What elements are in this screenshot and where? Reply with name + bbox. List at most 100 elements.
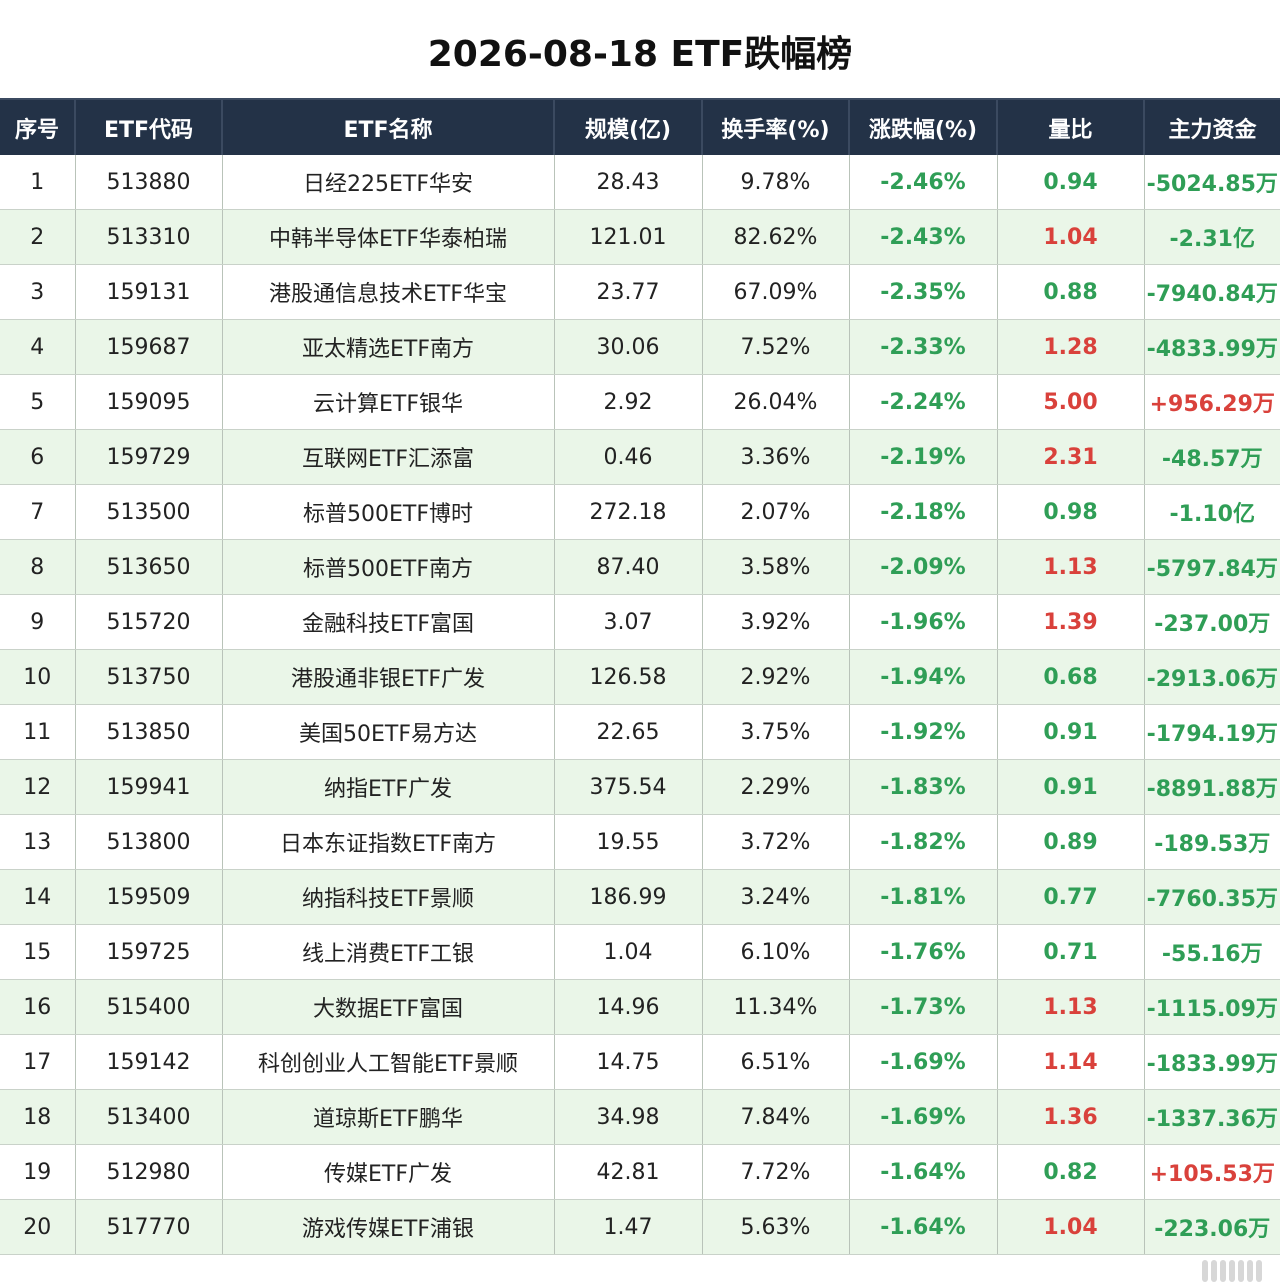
column-header-turnover: 换手率(%) — [702, 98, 850, 155]
fund-flow-cell: +105.53万 — [1144, 1144, 1280, 1200]
code-cell: 515720 — [75, 594, 223, 650]
table-row: 13 513800 日本东证指数ETF南方 19.55 3.72% -1.82% 0.89-… — [0, 814, 1280, 870]
table-row: 15 159725 线上消费ETF工银 1.04 6.10% -1.76% 0.71 -55.… — [0, 924, 1280, 980]
name-cell: 大数据ETF富国 — [222, 979, 555, 1035]
change-cell: -1.81% — [849, 869, 998, 925]
fund-flow-cell: -237.00万 — [1144, 594, 1280, 650]
scale-cell: 87.40 — [554, 539, 703, 595]
turnover-cell: 3.24% — [702, 869, 850, 925]
turnover-cell: 7.52% — [702, 319, 850, 375]
volume-ratio-cell: 0.91 — [997, 704, 1145, 760]
change-cell: -2.43% — [849, 209, 998, 265]
volume-ratio-cell: 0.88 — [997, 264, 1145, 320]
fund-flow-cell: -7940.84万 — [1144, 264, 1280, 320]
scale-cell: 28.43 — [554, 155, 703, 210]
fund-flow-cell: -1.10亿 — [1144, 484, 1280, 540]
volume-ratio-cell: 1.13 — [997, 979, 1145, 1035]
table-row: 8 513650 标普500ETF南方 87.40 3.58% -2.09% 1.13 -57… — [0, 539, 1280, 595]
name-cell: 中韩半导体ETF华泰柏瑞 — [222, 209, 555, 265]
change-cell: -1.76% — [849, 924, 998, 980]
table-row: 12 159941 纳指ETF广发 375.54 2.29% -1.83% 0.91 -889… — [0, 759, 1280, 815]
turnover-cell: 3.92% — [702, 594, 850, 650]
turnover-cell: 11.34% — [702, 979, 850, 1035]
rank-cell: 11 — [0, 704, 76, 760]
fund-flow-cell: -1833.99万 — [1144, 1034, 1280, 1090]
scale-cell: 30.06 — [554, 319, 703, 375]
scale-cell: 14.96 — [554, 979, 703, 1035]
change-cell: -1.94% — [849, 649, 998, 705]
fund-flow-cell: -1115.09万 — [1144, 979, 1280, 1035]
rank-cell: 15 — [0, 924, 76, 980]
rank-cell: 7 — [0, 484, 76, 540]
code-cell: 513800 — [75, 814, 223, 870]
table-row: 14 159509 纳指科技ETF景顺 186.99 3.24% -1.81% 0.77 -7… — [0, 869, 1280, 925]
name-cell: 传媒ETF广发 — [222, 1144, 555, 1200]
turnover-cell: 82.62% — [702, 209, 850, 265]
table-row: 20 517770 游戏传媒ETF浦银 1.47 5.63% -1.64% 1.04 -223… — [0, 1199, 1280, 1255]
fund-flow-cell: -55.16万 — [1144, 924, 1280, 980]
code-cell: 159131 — [75, 264, 223, 320]
fund-flow-cell: -48.57万 — [1144, 429, 1280, 485]
code-cell: 517770 — [75, 1199, 223, 1255]
volume-ratio-cell: 1.36 — [997, 1089, 1145, 1145]
turnover-cell: 67.09% — [702, 264, 850, 320]
rank-cell: 14 — [0, 869, 76, 925]
rank-cell: 3 — [0, 264, 76, 320]
scale-cell: 3.07 — [554, 594, 703, 650]
fund-flow-cell: -2.31亿 — [1144, 209, 1280, 265]
name-cell: 线上消费ETF工银 — [222, 924, 555, 980]
code-cell: 512980 — [75, 1144, 223, 1200]
table-row: 18 513400 道琼斯ETF鹏华 34.98 7.84% -1.69% 1.36 -133… — [0, 1089, 1280, 1145]
name-cell: 标普500ETF南方 — [222, 539, 555, 595]
change-cell: -1.69% — [849, 1089, 998, 1145]
volume-ratio-cell: 0.68 — [997, 649, 1145, 705]
change-cell: -2.18% — [849, 484, 998, 540]
name-cell: 日本东证指数ETF南方 — [222, 814, 555, 870]
turnover-cell: 6.51% — [702, 1034, 850, 1090]
fund-flow-cell: +956.29万 — [1144, 374, 1280, 430]
table-row: 16 515400 大数据ETF富国 14.96 11.34% -1.73% 1.13 -11… — [0, 979, 1280, 1035]
scale-cell: 23.77 — [554, 264, 703, 320]
table-row: 1 513880 日经225ETF华安 28.43 9.78% -2.46% 0.94 -50… — [0, 155, 1280, 210]
page-title: 2026-08-18 ETF跌幅榜 — [427, 34, 853, 75]
change-cell: -1.92% — [849, 704, 998, 760]
code-cell: 513650 — [75, 539, 223, 595]
name-cell: 纳指科技ETF景顺 — [222, 869, 555, 925]
name-cell: 纳指ETF广发 — [222, 759, 555, 815]
change-cell: -1.69% — [849, 1034, 998, 1090]
scale-cell: 22.65 — [554, 704, 703, 760]
change-cell: -1.83% — [849, 759, 998, 815]
volume-ratio-cell: 0.89 — [997, 814, 1145, 870]
table-row: 11 513850 美国50ETF易方达 22.65 3.75% -1.92% 0.91 -1… — [0, 704, 1280, 760]
volume-ratio-cell: 2.31 — [997, 429, 1145, 485]
fund-flow-cell: -2913.06万 — [1144, 649, 1280, 705]
scale-cell: 34.98 — [554, 1089, 703, 1145]
change-cell: -1.73% — [849, 979, 998, 1035]
scale-cell: 375.54 — [554, 759, 703, 815]
column-header-change: 涨跌幅(%) — [849, 98, 998, 155]
etf-table: 序号 ETF代码 ETF名称 规模(亿) 换手率(%) 涨跌幅(%) 量比 主力… — [0, 98, 1280, 1255]
table-row: 3 159131 港股通信息技术ETF华宝 23.77 67.09% -2.35% 0.88… — [0, 264, 1280, 320]
turnover-cell: 5.63% — [702, 1199, 850, 1255]
scale-cell: 121.01 — [554, 209, 703, 265]
table-row: 2 513310 中韩半导体ETF华泰柏瑞 121.01 82.62% -2.43% 1.0… — [0, 209, 1280, 265]
scale-cell: 42.81 — [554, 1144, 703, 1200]
turnover-cell: 3.72% — [702, 814, 850, 870]
rank-cell: 2 — [0, 209, 76, 265]
rank-cell: 8 — [0, 539, 76, 595]
fund-flow-cell: -1337.36万 — [1144, 1089, 1280, 1145]
volume-ratio-cell: 0.82 — [997, 1144, 1145, 1200]
rank-cell: 4 — [0, 319, 76, 375]
rank-cell: 17 — [0, 1034, 76, 1090]
scale-cell: 2.92 — [554, 374, 703, 430]
name-cell: 日经225ETF华安 — [222, 155, 555, 210]
scale-cell: 19.55 — [554, 814, 703, 870]
rank-cell: 10 — [0, 649, 76, 705]
rank-cell: 18 — [0, 1089, 76, 1145]
code-cell: 159142 — [75, 1034, 223, 1090]
name-cell: 亚太精选ETF南方 — [222, 319, 555, 375]
column-header-rank: 序号 — [0, 98, 76, 155]
change-cell: -1.96% — [849, 594, 998, 650]
name-cell: 游戏传媒ETF浦银 — [222, 1199, 555, 1255]
name-cell: 港股通信息技术ETF华宝 — [222, 264, 555, 320]
